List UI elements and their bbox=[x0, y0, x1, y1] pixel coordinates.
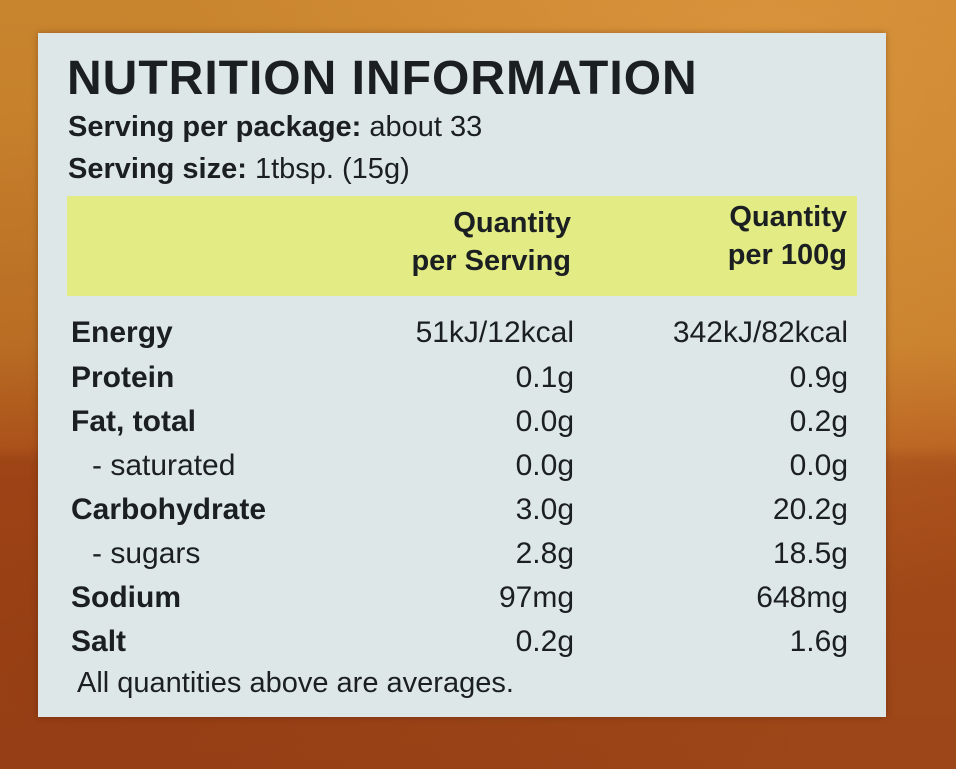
table-row: Protein 0.1g 0.9g bbox=[38, 356, 886, 400]
per-serving-value: 51kJ/12kcal bbox=[415, 316, 574, 349]
nutrient-name: Fat, total bbox=[71, 405, 196, 438]
per-100g-value: 0.2g bbox=[789, 405, 848, 438]
table-row: Fat, total 0.0g 0.2g bbox=[38, 400, 886, 444]
table-row: - saturated 0.0g 0.0g bbox=[38, 444, 886, 488]
nutrient-name: - saturated bbox=[92, 449, 236, 482]
header-per-100g-line2: per 100g bbox=[727, 239, 847, 271]
table-row: Energy 51kJ/12kcal 342kJ/82kcal bbox=[38, 311, 886, 355]
per-serving-value: 97mg bbox=[498, 581, 574, 614]
per-100g-value: 1.6g bbox=[789, 625, 848, 658]
column-header-band: Quantity per Serving Quantity per 100g bbox=[67, 196, 857, 296]
nutrient-name: Carbohydrate bbox=[71, 493, 267, 526]
serving-size-label: Serving size: bbox=[68, 153, 247, 185]
nutrition-label: NUTRITION INFORMATION Serving per packag… bbox=[38, 33, 886, 717]
footnote: All quantities above are averages. bbox=[77, 667, 514, 699]
per-serving-value: 0.1g bbox=[515, 361, 574, 394]
serving-per-package: Serving per package: about 33 bbox=[68, 109, 482, 145]
table-row: - sugars 2.8g 18.5g bbox=[38, 532, 886, 576]
label-title: NUTRITION INFORMATION bbox=[67, 52, 698, 105]
nutrient-name: - sugars bbox=[92, 537, 201, 570]
header-per-100g: Quantity per 100g bbox=[728, 198, 847, 274]
per-serving-value: 0.0g bbox=[515, 449, 574, 482]
nutrient-name: Sodium bbox=[71, 581, 181, 614]
per-100g-value: 0.9g bbox=[789, 361, 848, 394]
per-serving-value: 0.0g bbox=[515, 405, 574, 438]
header-per-100g-line1: Quantity bbox=[729, 201, 847, 233]
header-per-serving-line1: Quantity bbox=[453, 207, 571, 239]
per-100g-value: 0.0g bbox=[789, 449, 848, 482]
per-100g-value: 18.5g bbox=[772, 537, 848, 570]
serving-per-package-label: Serving per package: bbox=[68, 111, 362, 143]
per-100g-value: 648mg bbox=[756, 581, 848, 614]
table-row: Sodium 97mg 648mg bbox=[38, 576, 886, 620]
table-row: Carbohydrate 3.0g 20.2g bbox=[38, 488, 886, 532]
per-serving-value: 2.8g bbox=[515, 537, 574, 570]
serving-size-value: 1tbsp. (15g) bbox=[254, 153, 410, 185]
nutrient-name: Energy bbox=[71, 316, 173, 349]
table-row: Salt 0.2g 1.6g bbox=[38, 620, 886, 664]
per-serving-value: 0.2g bbox=[515, 625, 574, 658]
header-per-serving-line2: per Serving bbox=[411, 245, 571, 277]
per-100g-value: 342kJ/82kcal bbox=[672, 316, 848, 349]
per-serving-value: 3.0g bbox=[515, 493, 574, 526]
serving-per-package-value: about 33 bbox=[369, 111, 483, 143]
per-100g-value: 20.2g bbox=[772, 493, 848, 526]
header-per-serving: Quantity per Serving bbox=[411, 204, 571, 280]
nutrient-name: Salt bbox=[71, 625, 127, 658]
serving-size: Serving size: 1tbsp. (15g) bbox=[68, 151, 410, 187]
nutrient-name: Protein bbox=[71, 361, 175, 394]
